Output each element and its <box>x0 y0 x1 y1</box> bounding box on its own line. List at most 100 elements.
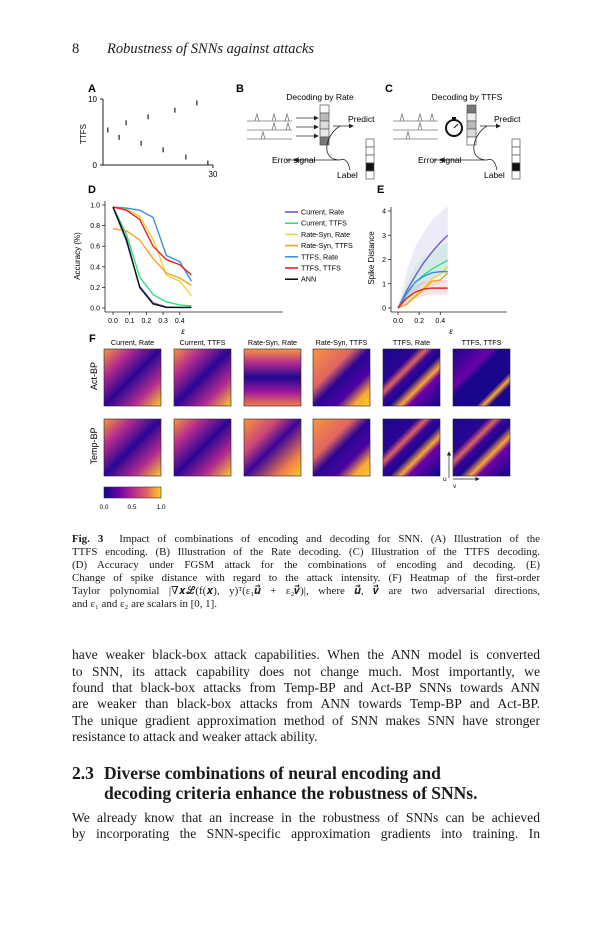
text-line: have weaker black-box attack capabilitie… <box>72 647 540 662</box>
panel-c-ttfs-decoding: Decoding by TTFS Predict Error signal La… <box>393 92 521 180</box>
f-column-title: Current, Rate <box>111 338 154 347</box>
heatmap-act-bp-ttfs-rate <box>382 348 441 407</box>
section-title-line: decoding criteria enhance the robustness… <box>104 783 478 803</box>
panel-label-c: C <box>385 83 393 95</box>
heatmap-temp-bp-rate-syn-ttfs <box>312 418 371 477</box>
a-ytick: 0 <box>93 161 98 170</box>
a-xtick: 30 <box>209 170 218 179</box>
colorbar-tick: 0.5 <box>127 504 136 511</box>
panel-a-ttfs-encoding: 10 0 30 TTFS <box>79 95 218 179</box>
f-column-title: TTFS, Rate <box>393 338 430 347</box>
series-line-current-ttfs <box>112 206 192 307</box>
heatmap-temp-bp-ttfs-ttfs <box>452 418 511 477</box>
b-error-signal: Error signal <box>272 155 316 165</box>
y-tick-label: 4 <box>382 209 386 216</box>
y-tick-label: 0.8 <box>90 223 100 230</box>
legend-label: ANN <box>301 275 316 284</box>
heatmap-act-bp-current-ttfs <box>173 348 232 407</box>
heatmap-act-bp-rate-syn-ttfs <box>312 348 371 407</box>
page-number: 8 <box>72 41 80 57</box>
series-line-ttfs-rate <box>112 206 193 282</box>
text-line: found that black-box attacks from Temp-B… <box>72 680 540 695</box>
panel-label-b: B <box>236 83 244 95</box>
b-label: Label <box>337 170 358 180</box>
legend-label: TTFS, TTFS <box>301 264 341 273</box>
f-axis-v: v <box>453 483 457 490</box>
x-tick-label: 0.2 <box>414 318 424 325</box>
f-axis-u: u <box>443 476 447 483</box>
panel-label-d: D <box>88 184 96 196</box>
b-predict: Predict <box>348 114 375 124</box>
legend-label: TTFS, Rate <box>301 252 338 261</box>
colorbar-tick: 1.0 <box>156 504 165 511</box>
y-tick-label: 1 <box>382 281 386 288</box>
d-xlabel: ε <box>181 327 185 336</box>
running-title: Robustness of SNNs against attacks <box>107 41 315 57</box>
x-tick-label: 0.3 <box>158 318 168 325</box>
f-column-title: Rate-Syn, Rate <box>248 338 297 347</box>
colorbar-tick: 0.0 <box>99 504 108 511</box>
confidence-band <box>398 206 448 308</box>
y-tick-label: 0 <box>382 306 386 313</box>
a-ylabel: TTFS <box>79 124 88 144</box>
y-tick-label: 0.6 <box>90 244 100 251</box>
x-tick-label: 0.2 <box>142 318 152 325</box>
heatmap-act-bp-rate-syn-rate <box>243 348 302 407</box>
panel-label-f: F <box>89 333 96 345</box>
panel-label-a: A <box>88 83 96 95</box>
x-tick-label: 0.0 <box>108 318 118 325</box>
legend-label: Current, Rate <box>301 208 344 217</box>
c-label: Label <box>484 170 505 180</box>
caption-line: Change of spike distance with regard to … <box>72 572 540 584</box>
panel-b-rate-decoding: Decoding by Rate Predict Error signal La… <box>247 92 375 180</box>
caption-line: Impact of combinations of encoding and d… <box>119 533 540 545</box>
y-tick-label: 3 <box>382 233 386 240</box>
heatmap-temp-bp-ttfs-rate <box>382 418 441 477</box>
colorbar <box>103 486 162 499</box>
f-row-label: Act-BP <box>89 362 99 390</box>
text-line: to SNN, its attack capability does not c… <box>72 664 540 679</box>
panel-d-accuracy-chart: Accuracy (%) ε 0.0 0.2 0.4 0.6 0.8 1.0 0.0 0.1 0… <box>73 201 353 336</box>
series-line-rate-syn-ttfs <box>112 227 192 286</box>
f-column-title: TTFS, TTFS <box>462 338 502 347</box>
f-row-label: Temp-BP <box>89 427 99 464</box>
heatmap-act-bp-ttfs-ttfs <box>452 348 511 407</box>
text-line: The unique gradient approximation method… <box>72 713 540 728</box>
panel-label-e: E <box>377 184 384 196</box>
y-tick-label: 2 <box>382 257 386 264</box>
y-tick-label: 0.2 <box>90 285 100 292</box>
e-xlabel: ε <box>449 327 453 336</box>
f-column-title: Current, TTFS <box>180 338 226 347</box>
caption-line: Taylor polynomial |∇𝒙ℒ(f(𝒙), y)ᵀ(ε₁𝒖⃗ + … <box>72 585 540 597</box>
f-column-title: Rate-Syn, TTFS <box>316 338 368 347</box>
series-line-ttfs-ttfs <box>397 287 448 309</box>
series-line-ann <box>112 206 192 309</box>
caption-label: Fig. 3 <box>72 533 104 545</box>
text-line: by incorporating the SNN-specific approx… <box>72 826 540 841</box>
panel-e-spike-distance-chart: Spike Distance ε 0 1 2 3 4 0.0 0.2 0.4 <box>367 206 507 336</box>
y-tick-label: 0.0 <box>90 306 100 313</box>
c-predict: Predict <box>494 114 521 124</box>
caption-line: (D) Accuracy under FGSM attack for the c… <box>72 559 540 571</box>
text-line: resistance to attack and weaker attack a… <box>72 729 318 744</box>
series-line-ttfs-rate <box>397 270 448 309</box>
x-tick-label: 0.1 <box>125 318 135 325</box>
c-error-signal: Error signal <box>418 155 462 165</box>
text-line: are weaker than black-box attacks from A… <box>72 696 540 711</box>
section-number: 2.3 <box>72 763 94 783</box>
section-title-line: Diverse combinations of neural encoding … <box>104 763 441 783</box>
panel-f-heatmaps: Act-BP Temp-BP u v 0.0 0.5 1.0 Current, … <box>89 338 511 511</box>
legend-label: Current, TTFS <box>301 219 347 228</box>
heatmap-act-bp-current-rate <box>103 348 162 407</box>
y-tick-label: 0.4 <box>90 264 100 271</box>
series-line-current-rate <box>397 234 449 309</box>
legend-label: Rate-Syn, TTFS <box>301 241 353 250</box>
confidence-band <box>398 280 448 308</box>
caption-line: and ε₁ and ε₂ are scalars in [0, 1]. <box>72 598 217 610</box>
b-title: Decoding by Rate <box>286 92 354 102</box>
x-tick-label: 0.4 <box>435 318 445 325</box>
c-title: Decoding by TTFS <box>432 92 503 102</box>
a-ytick: 10 <box>88 95 97 104</box>
heatmap-temp-bp-current-rate <box>103 418 162 477</box>
y-tick-label: 1.0 <box>90 203 100 210</box>
